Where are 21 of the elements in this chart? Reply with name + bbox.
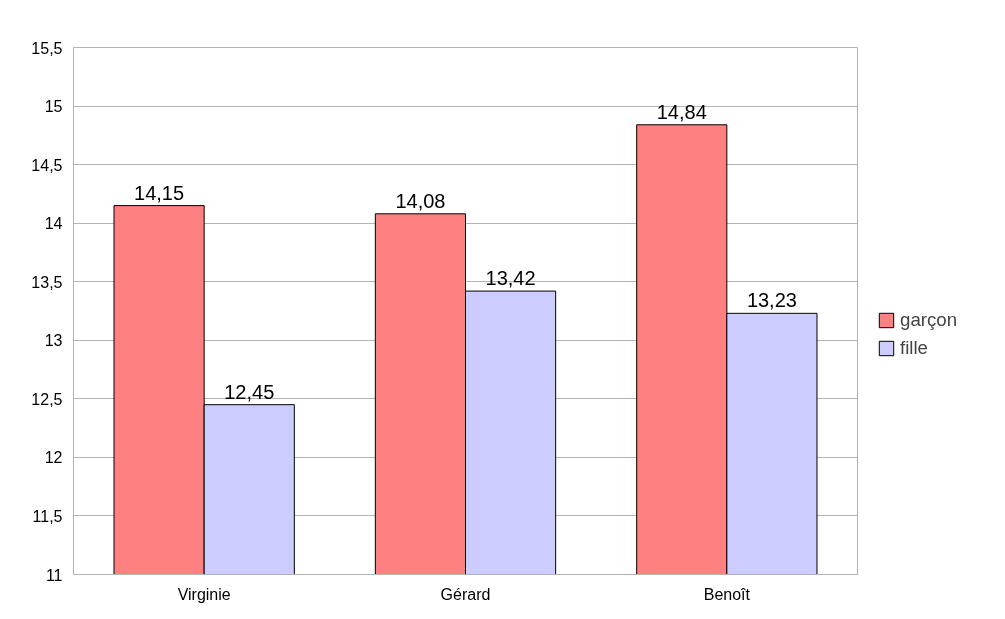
data-label: 13,42: [485, 267, 536, 290]
x-tick-label: Virginie: [177, 585, 231, 603]
y-tick-label: 15: [44, 98, 63, 116]
legend-label: fille: [900, 337, 928, 359]
y-tick-label: 12: [44, 449, 63, 467]
y-tick-label: 14: [44, 215, 63, 233]
data-label: 14,08: [395, 189, 446, 212]
y-tick-label: 12,5: [31, 390, 63, 408]
y-tick-label: 13: [44, 332, 63, 350]
data-label: 13,23: [746, 289, 797, 312]
y-tick-label: 11,5: [32, 507, 63, 525]
x-tick-label: Benoît: [703, 585, 751, 603]
x-tick-label: Gérard: [440, 585, 491, 603]
legend-label: garçon: [900, 309, 958, 331]
data-label: 14,15: [134, 181, 185, 204]
y-tick-label: 13,5: [31, 273, 63, 291]
y-tick-label: 11: [45, 566, 63, 584]
y-tick-label: 14,5: [31, 156, 63, 174]
data-label: 12,45: [224, 380, 275, 403]
data-label: 14,84: [656, 100, 707, 123]
y-tick-label: 15,5: [31, 39, 63, 57]
